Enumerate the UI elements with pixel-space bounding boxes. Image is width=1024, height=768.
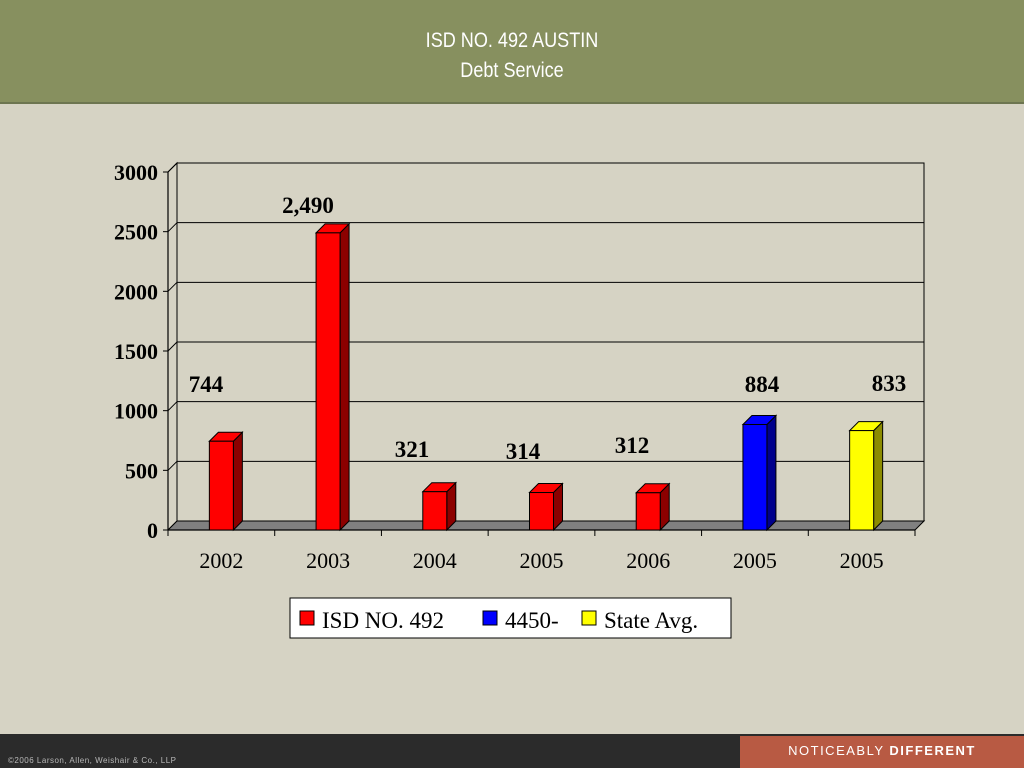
x-tick-label: 2002 — [199, 548, 243, 573]
bar-front — [742, 424, 768, 531]
bar — [314, 222, 351, 532]
data-label: 321 — [395, 437, 430, 462]
x-tick-label: 2006 — [626, 548, 670, 573]
y-tick-label: 3000 — [114, 160, 158, 185]
y-tick-label: 1500 — [114, 339, 158, 364]
bar-side — [873, 420, 884, 532]
bar-front — [315, 232, 341, 531]
bar — [528, 482, 564, 532]
gridline-side — [167, 281, 178, 292]
y-tick-label: 500 — [125, 458, 158, 483]
bar — [741, 414, 778, 532]
data-label: 884 — [745, 372, 780, 397]
title-banner — [0, 0, 1024, 104]
tagline-badge: NOTICEABLY DIFFERENT — [740, 736, 1024, 768]
x-tick-label: 2005 — [520, 548, 564, 573]
data-label: 833 — [872, 371, 907, 396]
gridline-side — [167, 222, 178, 233]
legend: ISD NO. 492 4450- State Avg. — [289, 597, 732, 639]
page-subtitle: Debt Service — [460, 59, 564, 82]
legend-swatch — [299, 610, 315, 626]
data-label: 744 — [189, 372, 224, 397]
bar-side — [339, 222, 350, 532]
bar-front — [422, 491, 448, 531]
x-tick-label: 2003 — [306, 548, 350, 573]
bar — [208, 431, 244, 532]
bar-side — [232, 431, 243, 532]
legend-label: ISD NO. 492 — [322, 608, 444, 633]
page-title: ISD NO. 492 AUSTIN — [425, 29, 599, 52]
y-tick-label: 2000 — [114, 279, 158, 304]
bar-side — [766, 414, 777, 532]
debt-service-chart: 0 500 1000 1500 2000 2500 3000 2002 2003 2004 2005… — [114, 160, 926, 639]
bar — [635, 482, 671, 532]
y-tick-label: 1000 — [114, 399, 158, 424]
bar — [421, 481, 457, 532]
x-tick-label: 2004 — [413, 548, 457, 573]
y-tick-label: 2500 — [114, 220, 158, 245]
bar-front — [849, 430, 875, 531]
data-label: 312 — [615, 433, 650, 458]
gridline-side — [167, 341, 178, 352]
bar-front — [529, 492, 554, 531]
data-label: 314 — [506, 439, 541, 464]
bar — [848, 420, 884, 532]
x-tick-label: 2005 — [840, 548, 884, 573]
legend-label: 4450- — [505, 608, 559, 633]
gridline-side — [167, 460, 178, 471]
bar-front — [208, 440, 234, 531]
bar-front — [635, 492, 661, 531]
data-label: 2,490 — [282, 193, 334, 218]
y-tick-label: 0 — [147, 518, 158, 543]
tagline-light: NOTICEABLY — [788, 743, 885, 758]
copyright-text: ©2006 Larson, Allen, Weishair & Co., LLP — [8, 756, 177, 765]
legend-swatch — [482, 610, 498, 626]
gridline-side — [167, 162, 178, 173]
x-tick-label: 2005 — [733, 548, 777, 573]
legend-label: State Avg. — [604, 608, 698, 633]
legend-swatch — [581, 610, 597, 626]
legend-box — [289, 597, 732, 639]
gridline-side — [167, 401, 178, 412]
tagline-bold: DIFFERENT — [889, 743, 976, 758]
